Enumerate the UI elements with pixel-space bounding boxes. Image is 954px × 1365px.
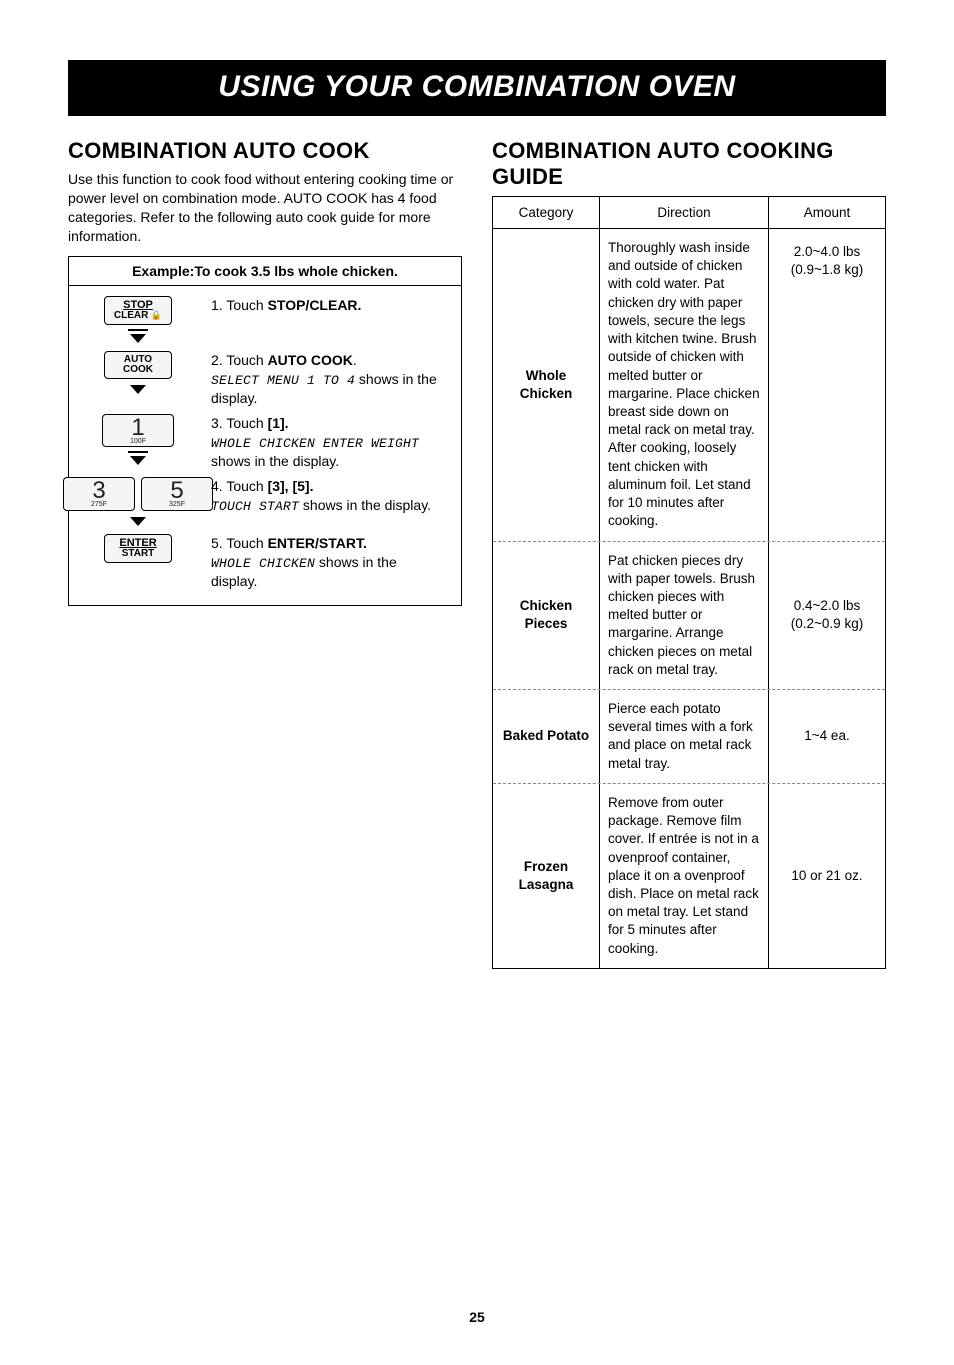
cell-category: Baked Potato: [493, 690, 600, 783]
step3-icons: 1 100F: [83, 414, 193, 467]
table-row: Baked Potato Pierce each potato several …: [493, 690, 886, 783]
cell-amount: 1~4 ea.: [769, 690, 886, 783]
cell-direction: Remove from outer package. Remove film c…: [600, 784, 769, 968]
arrow-down-icon: [130, 517, 146, 526]
cell-amount: 0.4~2.0 lbs (0.2~0.9 kg): [769, 542, 886, 690]
left-column: COMBINATION AUTO COOK Use this function …: [68, 138, 462, 969]
table-row: Frozen Lasagna Remove from outer package…: [493, 784, 886, 968]
table-header-row: Category Direction Amount: [493, 197, 886, 229]
step5-icons: ENTER START: [83, 534, 193, 563]
enter-start-button-graphic: ENTER START: [104, 534, 172, 563]
stop-clear-button-graphic: STOP CLEAR 🔒: [104, 296, 172, 325]
step1-text: 1. Touch STOP/CLEAR.: [211, 296, 447, 315]
auto-cook-heading: COMBINATION AUTO COOK: [68, 138, 462, 164]
page-title: USING YOUR COMBINATION OVEN: [68, 70, 886, 104]
step-row-3: 1 100F 3. Touch [1]. WHOLE CHICKEN ENTER…: [83, 414, 447, 471]
arrow-down-icon: [130, 385, 146, 394]
auto-cook-intro: Use this function to cook food without e…: [68, 170, 462, 246]
cell-category: Chicken Pieces: [493, 542, 600, 690]
col-direction: Direction: [600, 197, 769, 229]
lcd-text: WHOLE CHICKEN ENTER WEIGHT: [211, 436, 419, 451]
content-columns: COMBINATION AUTO COOK Use this function …: [68, 138, 886, 969]
lcd-text: SELECT MENU 1 TO 4: [211, 373, 355, 388]
keypad-1-graphic: 1 100F: [102, 414, 174, 447]
keypad-3-graphic: 3 275F: [63, 477, 135, 510]
example-box: Example:To cook 3.5 lbs whole chicken. S…: [68, 256, 462, 606]
keypad-row: 3 275F 5 325F: [63, 477, 213, 510]
auto-cook-button-graphic: AUTO COOK: [104, 351, 172, 379]
step2-text: 2. Touch AUTO COOK. SELECT MENU 1 TO 4 s…: [211, 351, 447, 408]
step4-text: 4. Touch [3], [5]. TOUCH START shows in …: [211, 477, 447, 515]
step-row-1: STOP CLEAR 🔒 1. Touch STOP/CLEAR.: [83, 296, 447, 345]
step2-icons: AUTO COOK: [83, 351, 193, 396]
step5-text: 5. Touch ENTER/START. WHOLE CHICKEN show…: [211, 534, 447, 591]
page: USING YOUR COMBINATION OVEN COMBINATION …: [0, 0, 954, 1365]
title-bar: USING YOUR COMBINATION OVEN: [68, 60, 886, 116]
step1-icons: STOP CLEAR 🔒: [83, 296, 193, 345]
arrow-down-icon: [128, 329, 148, 345]
cooking-guide-table: Category Direction Amount Whole Chicken …: [492, 196, 886, 969]
cell-category: Frozen Lasagna: [493, 784, 600, 968]
cell-direction: Thoroughly wash inside and outside of ch…: [600, 229, 769, 541]
cell-amount: 10 or 21 oz.: [769, 784, 886, 968]
page-number: 25: [68, 1309, 886, 1325]
right-column: COMBINATION AUTO COOKING GUIDE Category …: [492, 138, 886, 969]
steps-container: STOP CLEAR 🔒 1. Touch STOP/CLEAR.: [69, 286, 461, 605]
step3-text: 3. Touch [1]. WHOLE CHICKEN ENTER WEIGHT…: [211, 414, 447, 471]
guide-heading: COMBINATION AUTO COOKING GUIDE: [492, 138, 886, 190]
clear-label: CLEAR 🔒: [111, 311, 165, 322]
arrow-down-icon: [128, 451, 148, 467]
cell-category: Whole Chicken: [493, 229, 600, 541]
step4-icons: 3 275F 5 325F: [83, 477, 193, 527]
table-row: Whole Chicken Thoroughly wash inside and…: [493, 229, 886, 541]
lcd-text: WHOLE CHICKEN: [211, 556, 315, 571]
step-row-5: ENTER START 5. Touch ENTER/START. WHOLE …: [83, 534, 447, 591]
keypad-5-graphic: 5 325F: [141, 477, 213, 510]
example-title: Example:To cook 3.5 lbs whole chicken.: [69, 257, 461, 286]
table-row: Chicken Pieces Pat chicken pieces dry wi…: [493, 542, 886, 690]
step-row-4: 3 275F 5 325F 4. Touch [3: [83, 477, 447, 527]
lcd-text: TOUCH START: [211, 499, 299, 514]
cook-label: COOK: [111, 365, 165, 376]
step-row-2: AUTO COOK 2. Touch AUTO COOK. SELECT MEN…: [83, 351, 447, 408]
col-amount: Amount: [769, 197, 886, 229]
cell-direction: Pierce each potato several times with a …: [600, 690, 769, 783]
lock-icon: 🔒: [148, 310, 162, 320]
start-label: START: [111, 549, 165, 560]
cell-amount: 2.0~4.0 lbs (0.9~1.8 kg): [769, 229, 886, 541]
col-category: Category: [493, 197, 600, 229]
cell-direction: Pat chicken pieces dry with paper towels…: [600, 542, 769, 690]
